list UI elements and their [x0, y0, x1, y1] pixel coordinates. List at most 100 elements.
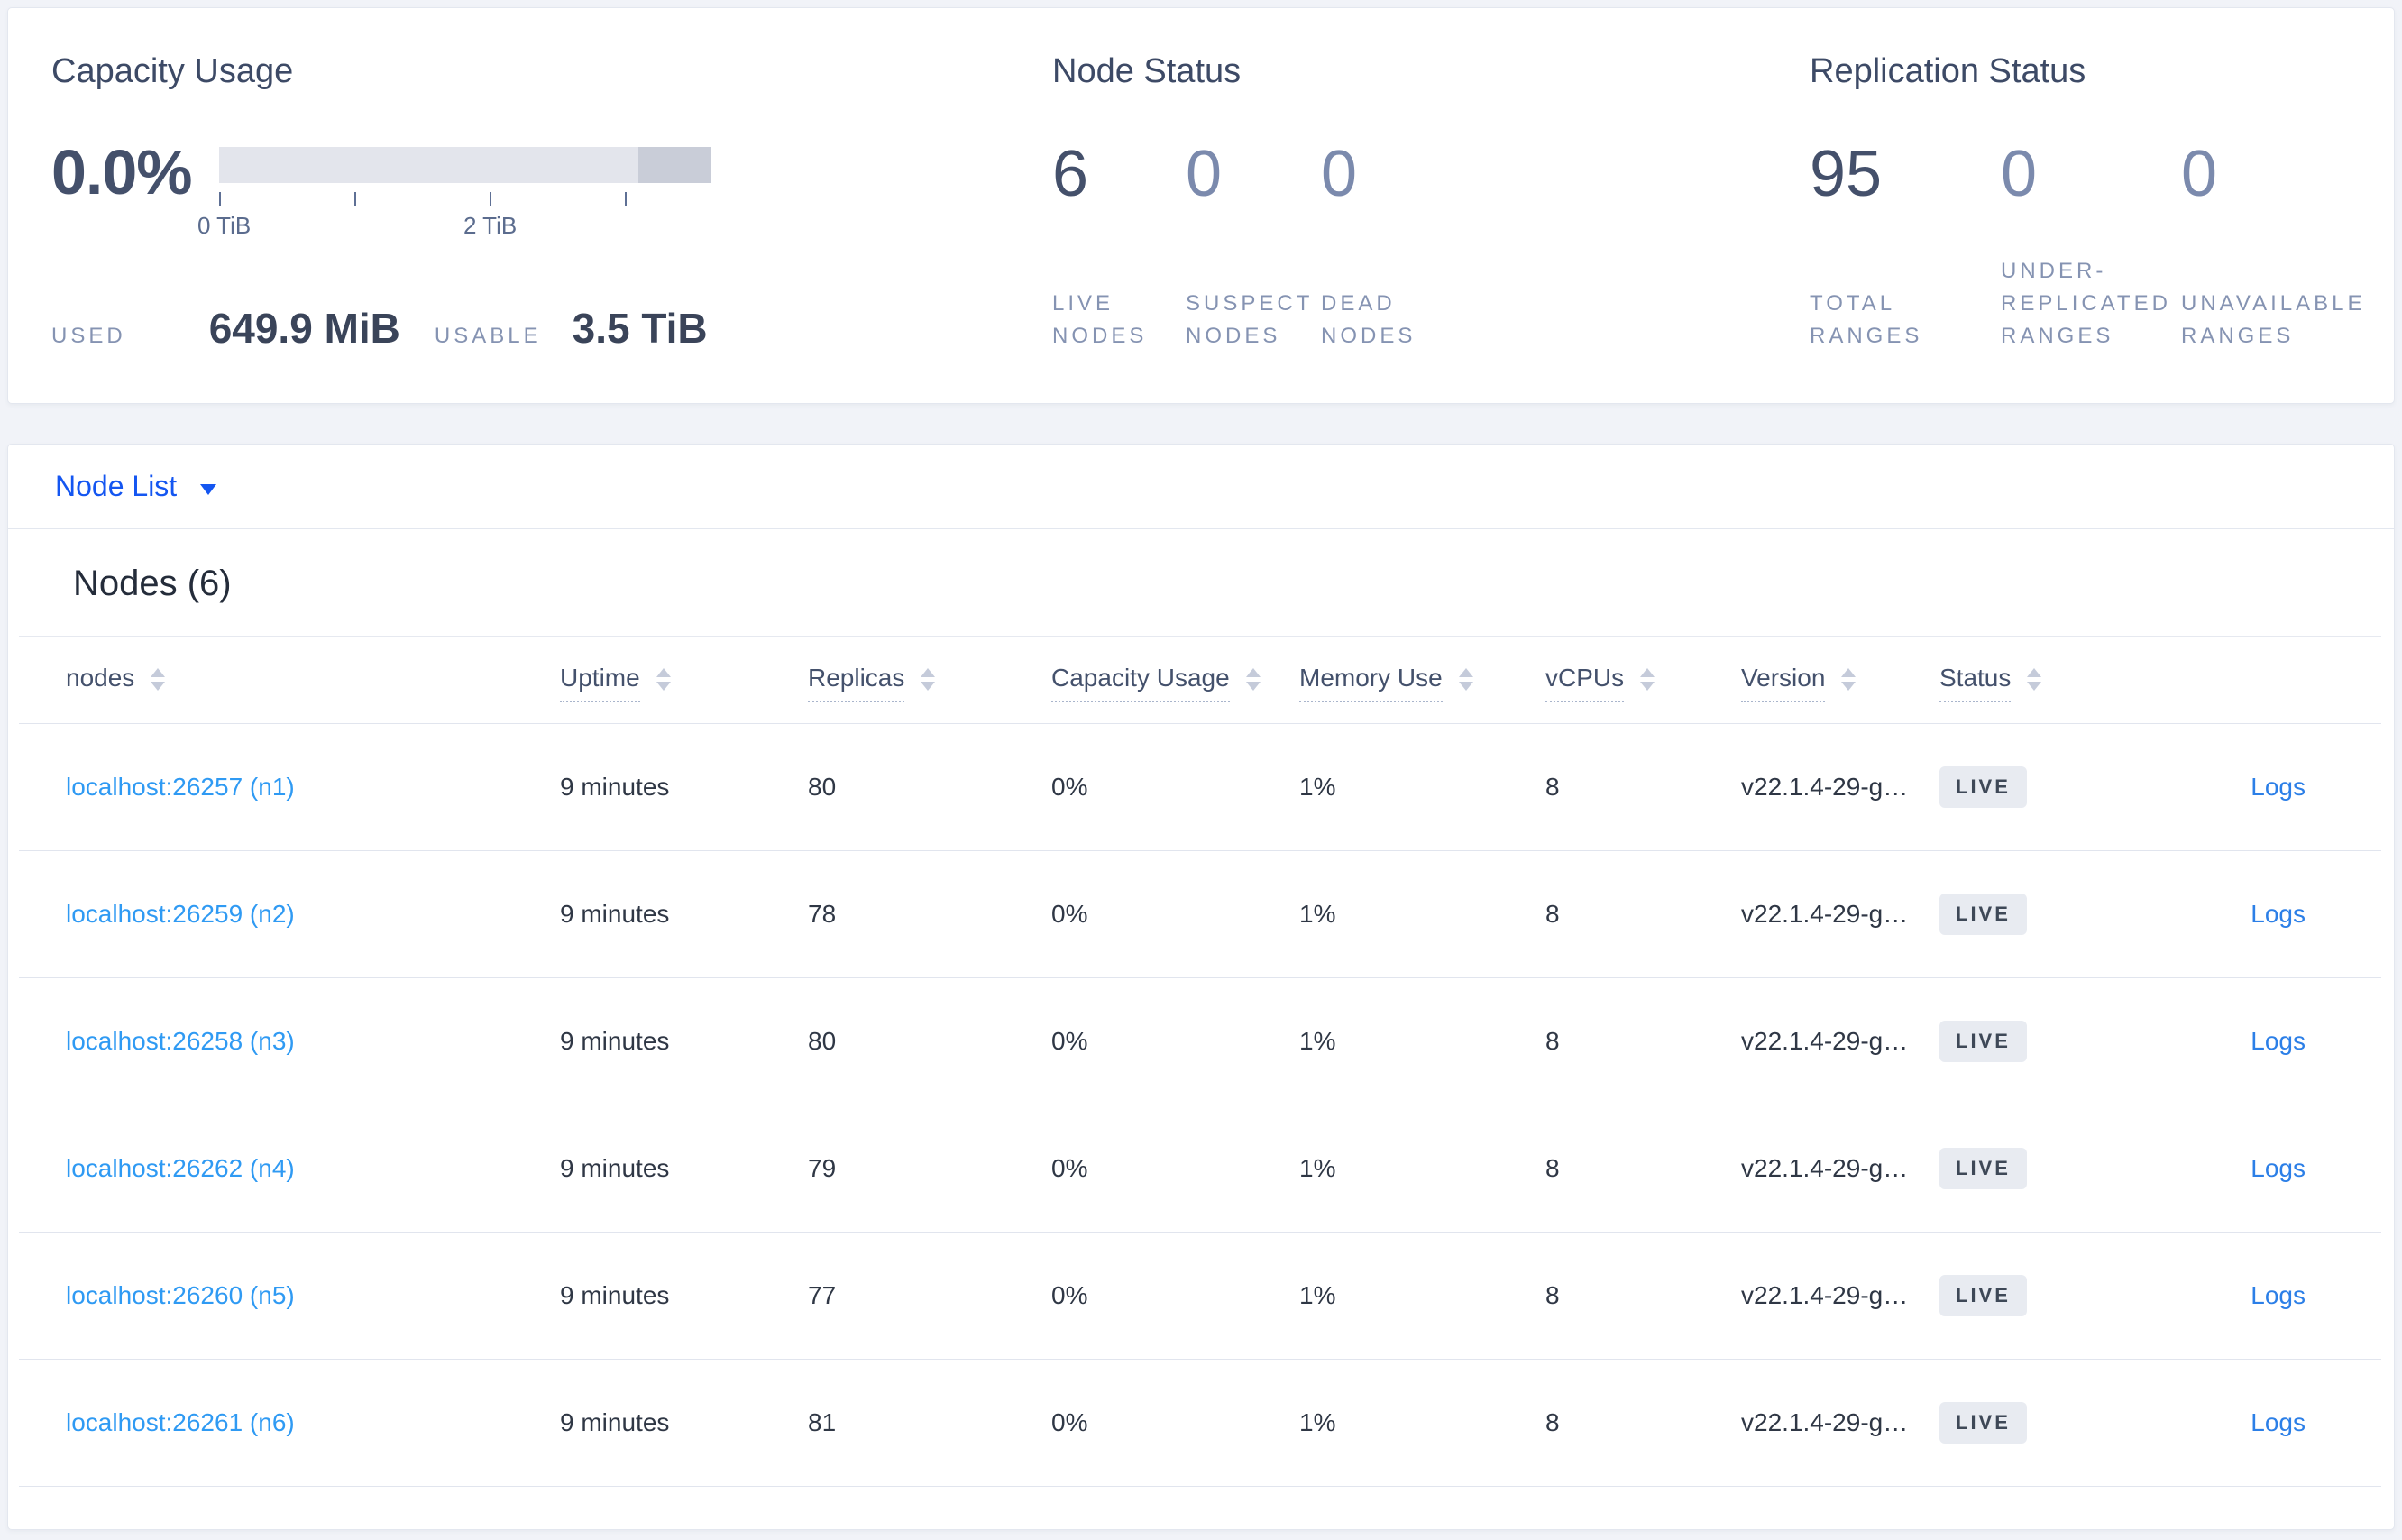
used-value: 649.9 MiB [208, 305, 400, 352]
status-badge: LIVE [1939, 1402, 2027, 1444]
column-header-label: Replicas [808, 664, 905, 702]
logs-link[interactable]: Logs [2251, 1154, 2306, 1183]
node-address-link[interactable]: localhost:26257 (n1) [66, 773, 295, 802]
node-status-values: 6 0 0 [1052, 142, 1810, 206]
column-header-label: vCPUs [1545, 664, 1625, 702]
capacity-usage-section: Capacity Usage 0.0% 0 TiB 2 TiB [51, 52, 1052, 353]
capacity-usage-cell: 0% [1051, 773, 1088, 802]
logs-link[interactable]: Logs [2251, 900, 2306, 929]
column-header-version[interactable]: Version [1741, 664, 1939, 702]
uptime-cell: 9 minutes [560, 900, 670, 929]
usable-label: USABLE [434, 324, 542, 348]
node-address-link[interactable]: localhost:26259 (n2) [66, 900, 295, 929]
column-header-vcpus[interactable]: vCPUs [1545, 664, 1741, 702]
replicas-cell: 78 [808, 900, 837, 929]
node-address-link[interactable]: localhost:26262 (n4) [66, 1154, 295, 1183]
status-cell: LIVE [1939, 766, 2174, 808]
capacity-gauge: 0.0% 0 TiB 2 TiB [51, 141, 1052, 241]
capacity-usage-cell: 0% [1051, 1281, 1088, 1310]
logs-link[interactable]: Logs [2251, 1408, 2306, 1437]
table-row: localhost:26260 (n5) 9 minutes 77 0% 1% … [19, 1233, 2381, 1360]
logs-link[interactable]: Logs [2251, 773, 2306, 802]
replicas-cell: 77 [808, 1281, 837, 1310]
replication-status-section: Replication Status 95 0 0 TOTAL RANGES U… [1810, 52, 2384, 353]
replicas-cell: 81 [808, 1408, 837, 1437]
nodes-table-container: Nodes (6) nodes Uptime Replicas Capacity… [8, 529, 2394, 1519]
live-nodes-value: 6 [1052, 137, 1089, 210]
sort-icon [921, 668, 936, 692]
version-cell: v22.1.4-29-g… [1741, 1154, 1909, 1183]
vcpus-cell: 8 [1545, 1154, 1560, 1183]
version-cell: v22.1.4-29-g… [1741, 773, 1909, 802]
under-replicated-ranges-label: UNDER- REPLICATED RANGES [2001, 259, 2171, 348]
node-address-link[interactable]: localhost:26261 (n6) [66, 1408, 295, 1437]
status-badge: LIVE [1939, 1021, 2027, 1062]
column-header-status[interactable]: Status [1939, 664, 2174, 702]
axis-tick [489, 191, 491, 206]
status-badge: LIVE [1939, 894, 2027, 935]
column-header-label: Status [1939, 664, 2012, 702]
node-list-card: Node List Nodes (6) nodes Uptime Replica… [7, 444, 2395, 1530]
capacity-gauge-bar-wrap: 0 TiB 2 TiB [197, 146, 711, 241]
version-cell: v22.1.4-29-g… [1741, 1027, 1909, 1056]
node-address-link[interactable]: localhost:26260 (n5) [66, 1281, 295, 1310]
live-nodes-label: LIVE NODES [1052, 291, 1148, 348]
replicas-cell: 80 [808, 1027, 837, 1056]
column-header-memory-use[interactable]: Memory Use [1299, 664, 1545, 702]
node-address-link[interactable]: localhost:26258 (n3) [66, 1027, 295, 1056]
capacity-gauge-axis: 0 TiB 2 TiB [197, 183, 711, 241]
uptime-cell: 9 minutes [560, 773, 670, 802]
total-ranges-value: 95 [1810, 137, 1883, 210]
node-status-title: Node Status [1052, 52, 1242, 90]
column-header-nodes[interactable]: nodes [66, 664, 560, 702]
column-header-label: Uptime [560, 664, 640, 702]
status-cell: LIVE [1939, 1275, 2174, 1316]
logs-cell: Logs [2174, 1026, 2306, 1057]
nodes-table-rows: localhost:26257 (n1) 9 minutes 80 0% 1% … [19, 724, 2381, 1487]
vcpus-cell: 8 [1545, 773, 1560, 802]
version-cell: v22.1.4-29-g… [1741, 900, 1909, 929]
capacity-usage-cell: 0% [1051, 900, 1088, 929]
cluster-summary-card: Capacity Usage 0.0% 0 TiB 2 TiB [7, 7, 2395, 404]
capacity-usage-cell: 0% [1051, 1027, 1088, 1056]
sort-icon [1458, 668, 1473, 692]
memory-use-cell: 1% [1299, 1408, 1336, 1437]
logs-cell: Logs [2174, 1280, 2306, 1311]
uptime-cell: 9 minutes [560, 1027, 670, 1056]
unavailable-ranges-label: UNAVAILABLE RANGES [2181, 291, 2366, 348]
sort-icon [1841, 668, 1857, 692]
logs-link[interactable]: Logs [2251, 1281, 2306, 1310]
total-ranges-label: TOTAL RANGES [1810, 291, 1923, 348]
node-list-dropdown[interactable]: Node List [8, 445, 2394, 529]
suspect-nodes-label: SUSPECT NODES [1186, 291, 1314, 348]
replicas-cell: 79 [808, 1154, 837, 1183]
sort-icon [2027, 668, 2042, 692]
status-badge: LIVE [1939, 1275, 2027, 1316]
usable-value: 3.5 TiB [572, 305, 708, 352]
axis-tick-label: 2 TiB [463, 211, 518, 239]
axis-tick [624, 191, 627, 206]
table-row: localhost:26262 (n4) 9 minutes 79 0% 1% … [19, 1105, 2381, 1233]
node-status-labels: LIVE NODES SUSPECT NODES DEAD NODES [1052, 288, 1810, 353]
logs-cell: Logs [2174, 1407, 2306, 1438]
memory-use-cell: 1% [1299, 900, 1336, 929]
node-list-dropdown-label: Node List [55, 470, 178, 502]
column-header-label: Memory Use [1299, 664, 1443, 702]
vcpus-cell: 8 [1545, 1281, 1560, 1310]
column-header-label: Version [1741, 664, 1826, 702]
column-header-uptime[interactable]: Uptime [560, 664, 808, 702]
memory-use-cell: 1% [1299, 1027, 1336, 1056]
capacity-gauge-bar-segment [637, 146, 711, 183]
suspect-nodes-value: 0 [1186, 137, 1223, 210]
logs-link[interactable]: Logs [2251, 1027, 2306, 1056]
table-row: localhost:26257 (n1) 9 minutes 80 0% 1% … [19, 724, 2381, 851]
sort-icon [151, 668, 166, 692]
column-header-capacity-usage[interactable]: Capacity Usage [1051, 664, 1299, 702]
nodes-table-header: nodes Uptime Replicas Capacity Usage Mem… [19, 636, 2381, 724]
vcpus-cell: 8 [1545, 1027, 1560, 1056]
version-cell: v22.1.4-29-g… [1741, 1281, 1909, 1310]
axis-tick [218, 191, 221, 206]
memory-use-cell: 1% [1299, 1154, 1336, 1183]
column-header-replicas[interactable]: Replicas [808, 664, 1051, 702]
